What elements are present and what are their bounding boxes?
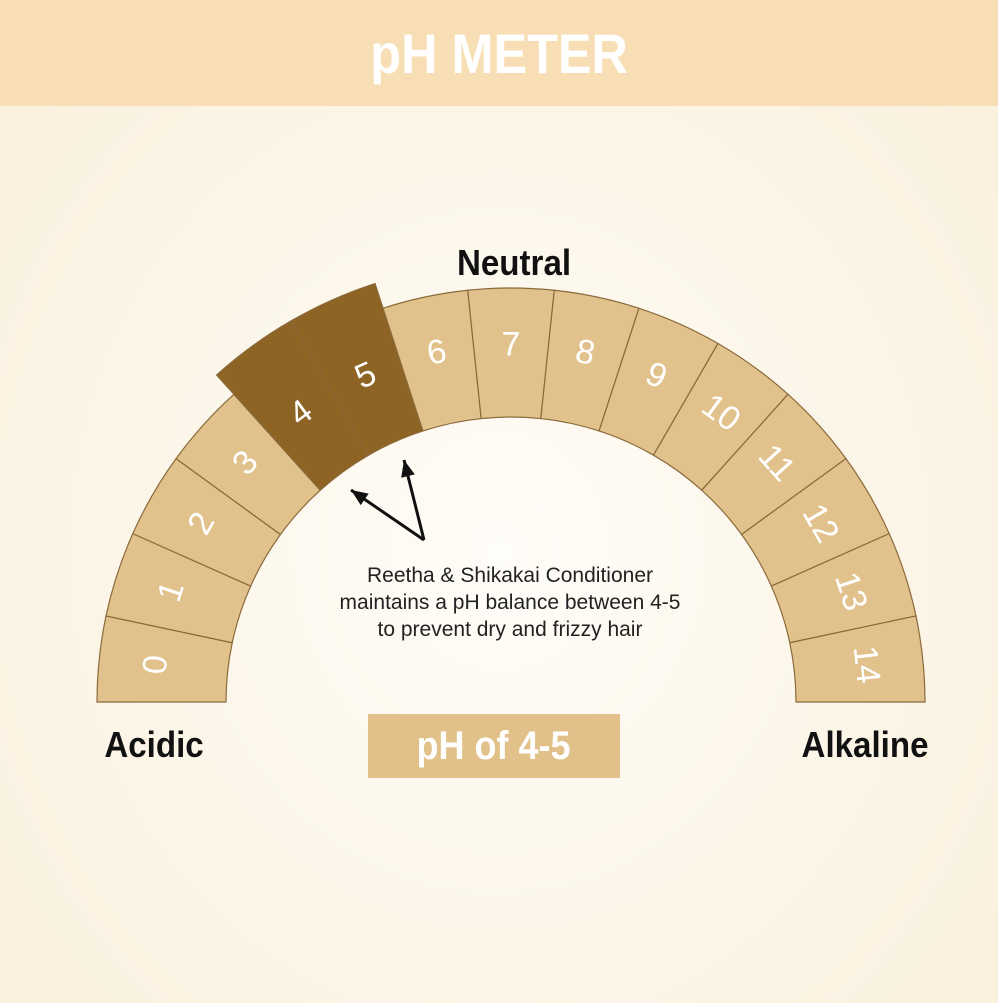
header-band: pH METER	[0, 0, 998, 106]
acidic-label: Acidic	[104, 724, 204, 765]
ph-number: 7	[502, 326, 521, 364]
description-line: Reetha & Shikakai Conditioner	[366, 564, 653, 587]
page-title: pH METER	[370, 21, 628, 85]
description: Reetha & Shikakai Conditioner maintains …	[290, 562, 730, 643]
description-line: to prevent dry and frizzy hair	[377, 618, 643, 641]
alkaline-label: Alkaline	[801, 724, 929, 765]
ph-badge-text: pH of 4-5	[416, 723, 572, 768]
arrow-to-4-head	[351, 490, 369, 506]
ph-segment-5	[290, 282, 424, 457]
ph-number: 0	[136, 653, 176, 676]
description-line: maintains a pH balance between 4-5	[339, 591, 681, 614]
ph-badge: pH of 4-5	[368, 714, 620, 778]
neutral-label: Neutral	[456, 242, 572, 283]
ph-segment-14	[789, 615, 926, 703]
arrow-to-5-head	[401, 460, 415, 478]
ph-number: 14	[846, 644, 888, 686]
